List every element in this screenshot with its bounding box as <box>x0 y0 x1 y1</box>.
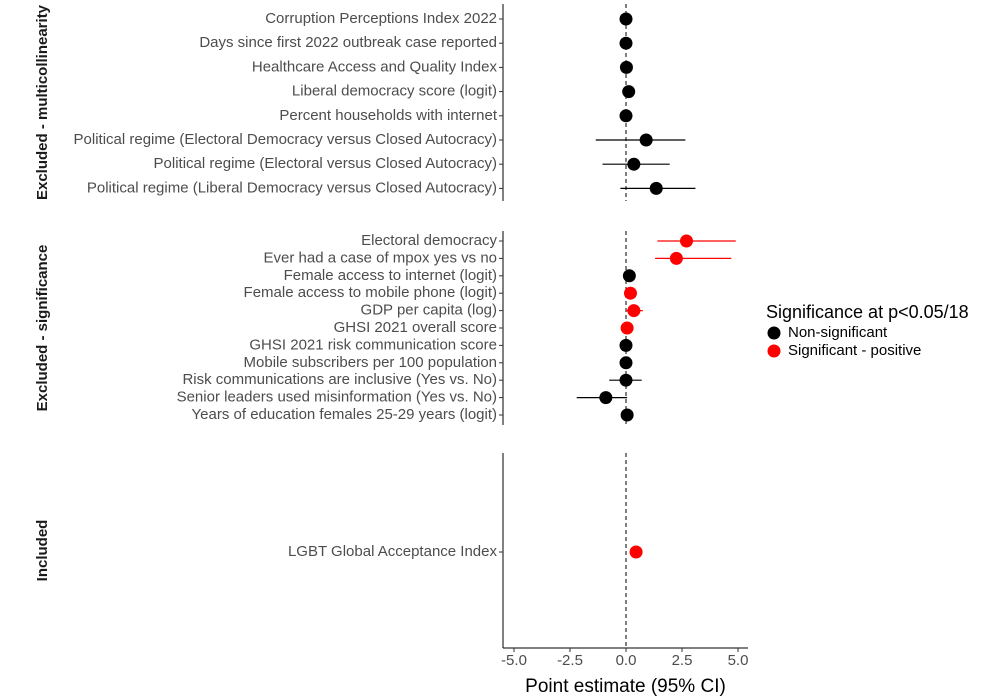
row-label: Senior leaders used misinformation (Yes … <box>177 389 497 406</box>
row-label: Percent households with internet <box>279 107 497 124</box>
panel-label: Excluded - multicollinearity <box>34 4 51 200</box>
row-label: LGBT Global Acceptance Index <box>288 543 498 560</box>
row-label: Political regime (Liberal Democracy vers… <box>87 179 497 196</box>
point-estimate <box>619 373 633 387</box>
x-tick-label: -2.5 <box>557 652 583 669</box>
row-label: Electoral democracy <box>361 232 497 249</box>
point-estimate <box>629 545 643 559</box>
row-label: Corruption Perceptions Index 2022 <box>265 10 497 27</box>
legend-label: Non-significant <box>788 324 888 341</box>
legend-title: Significance at p<0.05/18 <box>766 302 969 322</box>
point-estimate <box>623 286 637 300</box>
row-label: GHSI 2021 overall score <box>334 319 497 336</box>
point-estimate <box>627 157 641 171</box>
point-estimate <box>619 109 633 123</box>
row-label: Days since first 2022 outbreak case repo… <box>199 34 497 51</box>
row-label: Years of education females 25-29 years (… <box>192 406 497 423</box>
row-label: Mobile subscribers per 100 population <box>244 354 497 371</box>
row-label: GHSI 2021 risk communication score <box>249 336 497 353</box>
row-label: Female access to mobile phone (logit) <box>244 284 497 301</box>
point-estimate <box>620 408 634 422</box>
panel-label: Excluded - significance <box>34 245 51 412</box>
point-estimate <box>622 85 636 99</box>
point-estimate <box>622 269 636 283</box>
legend-label: Significant - positive <box>788 342 921 359</box>
row-label: GDP per capita (log) <box>361 302 497 319</box>
row-label: Risk communications are inclusive (Yes v… <box>182 371 497 388</box>
point-estimate <box>679 234 693 248</box>
point-estimate <box>627 304 641 318</box>
x-tick-label: 5.0 <box>728 652 749 669</box>
x-axis-title: Point estimate (95% CI) <box>525 676 726 697</box>
point-estimate <box>669 251 683 265</box>
row-label: Ever had a case of mpox yes vs no <box>264 249 497 266</box>
x-tick-label: 0.0 <box>616 652 637 669</box>
point-estimate <box>619 60 633 74</box>
x-tick-label: -5.0 <box>501 652 527 669</box>
row-label: Healthcare Access and Quality Index <box>252 58 498 75</box>
row-label: Political regime (Electoral Democracy ve… <box>74 131 497 148</box>
legend-marker <box>767 344 781 358</box>
point-estimate <box>619 36 633 50</box>
point-estimate <box>619 338 633 352</box>
point-estimate <box>639 133 653 147</box>
point-estimate <box>619 12 633 26</box>
legend-marker <box>767 326 781 340</box>
row-label: Female access to internet (logit) <box>284 267 497 284</box>
point-estimate <box>620 321 634 335</box>
x-tick-label: 2.5 <box>672 652 693 669</box>
point-estimate <box>619 356 633 370</box>
point-estimate <box>649 181 663 195</box>
point-estimate <box>599 391 613 405</box>
row-label: Liberal democracy score (logit) <box>292 83 497 100</box>
row-label: Political regime (Electoral versus Close… <box>154 155 497 172</box>
panel-label: Included <box>34 520 51 582</box>
